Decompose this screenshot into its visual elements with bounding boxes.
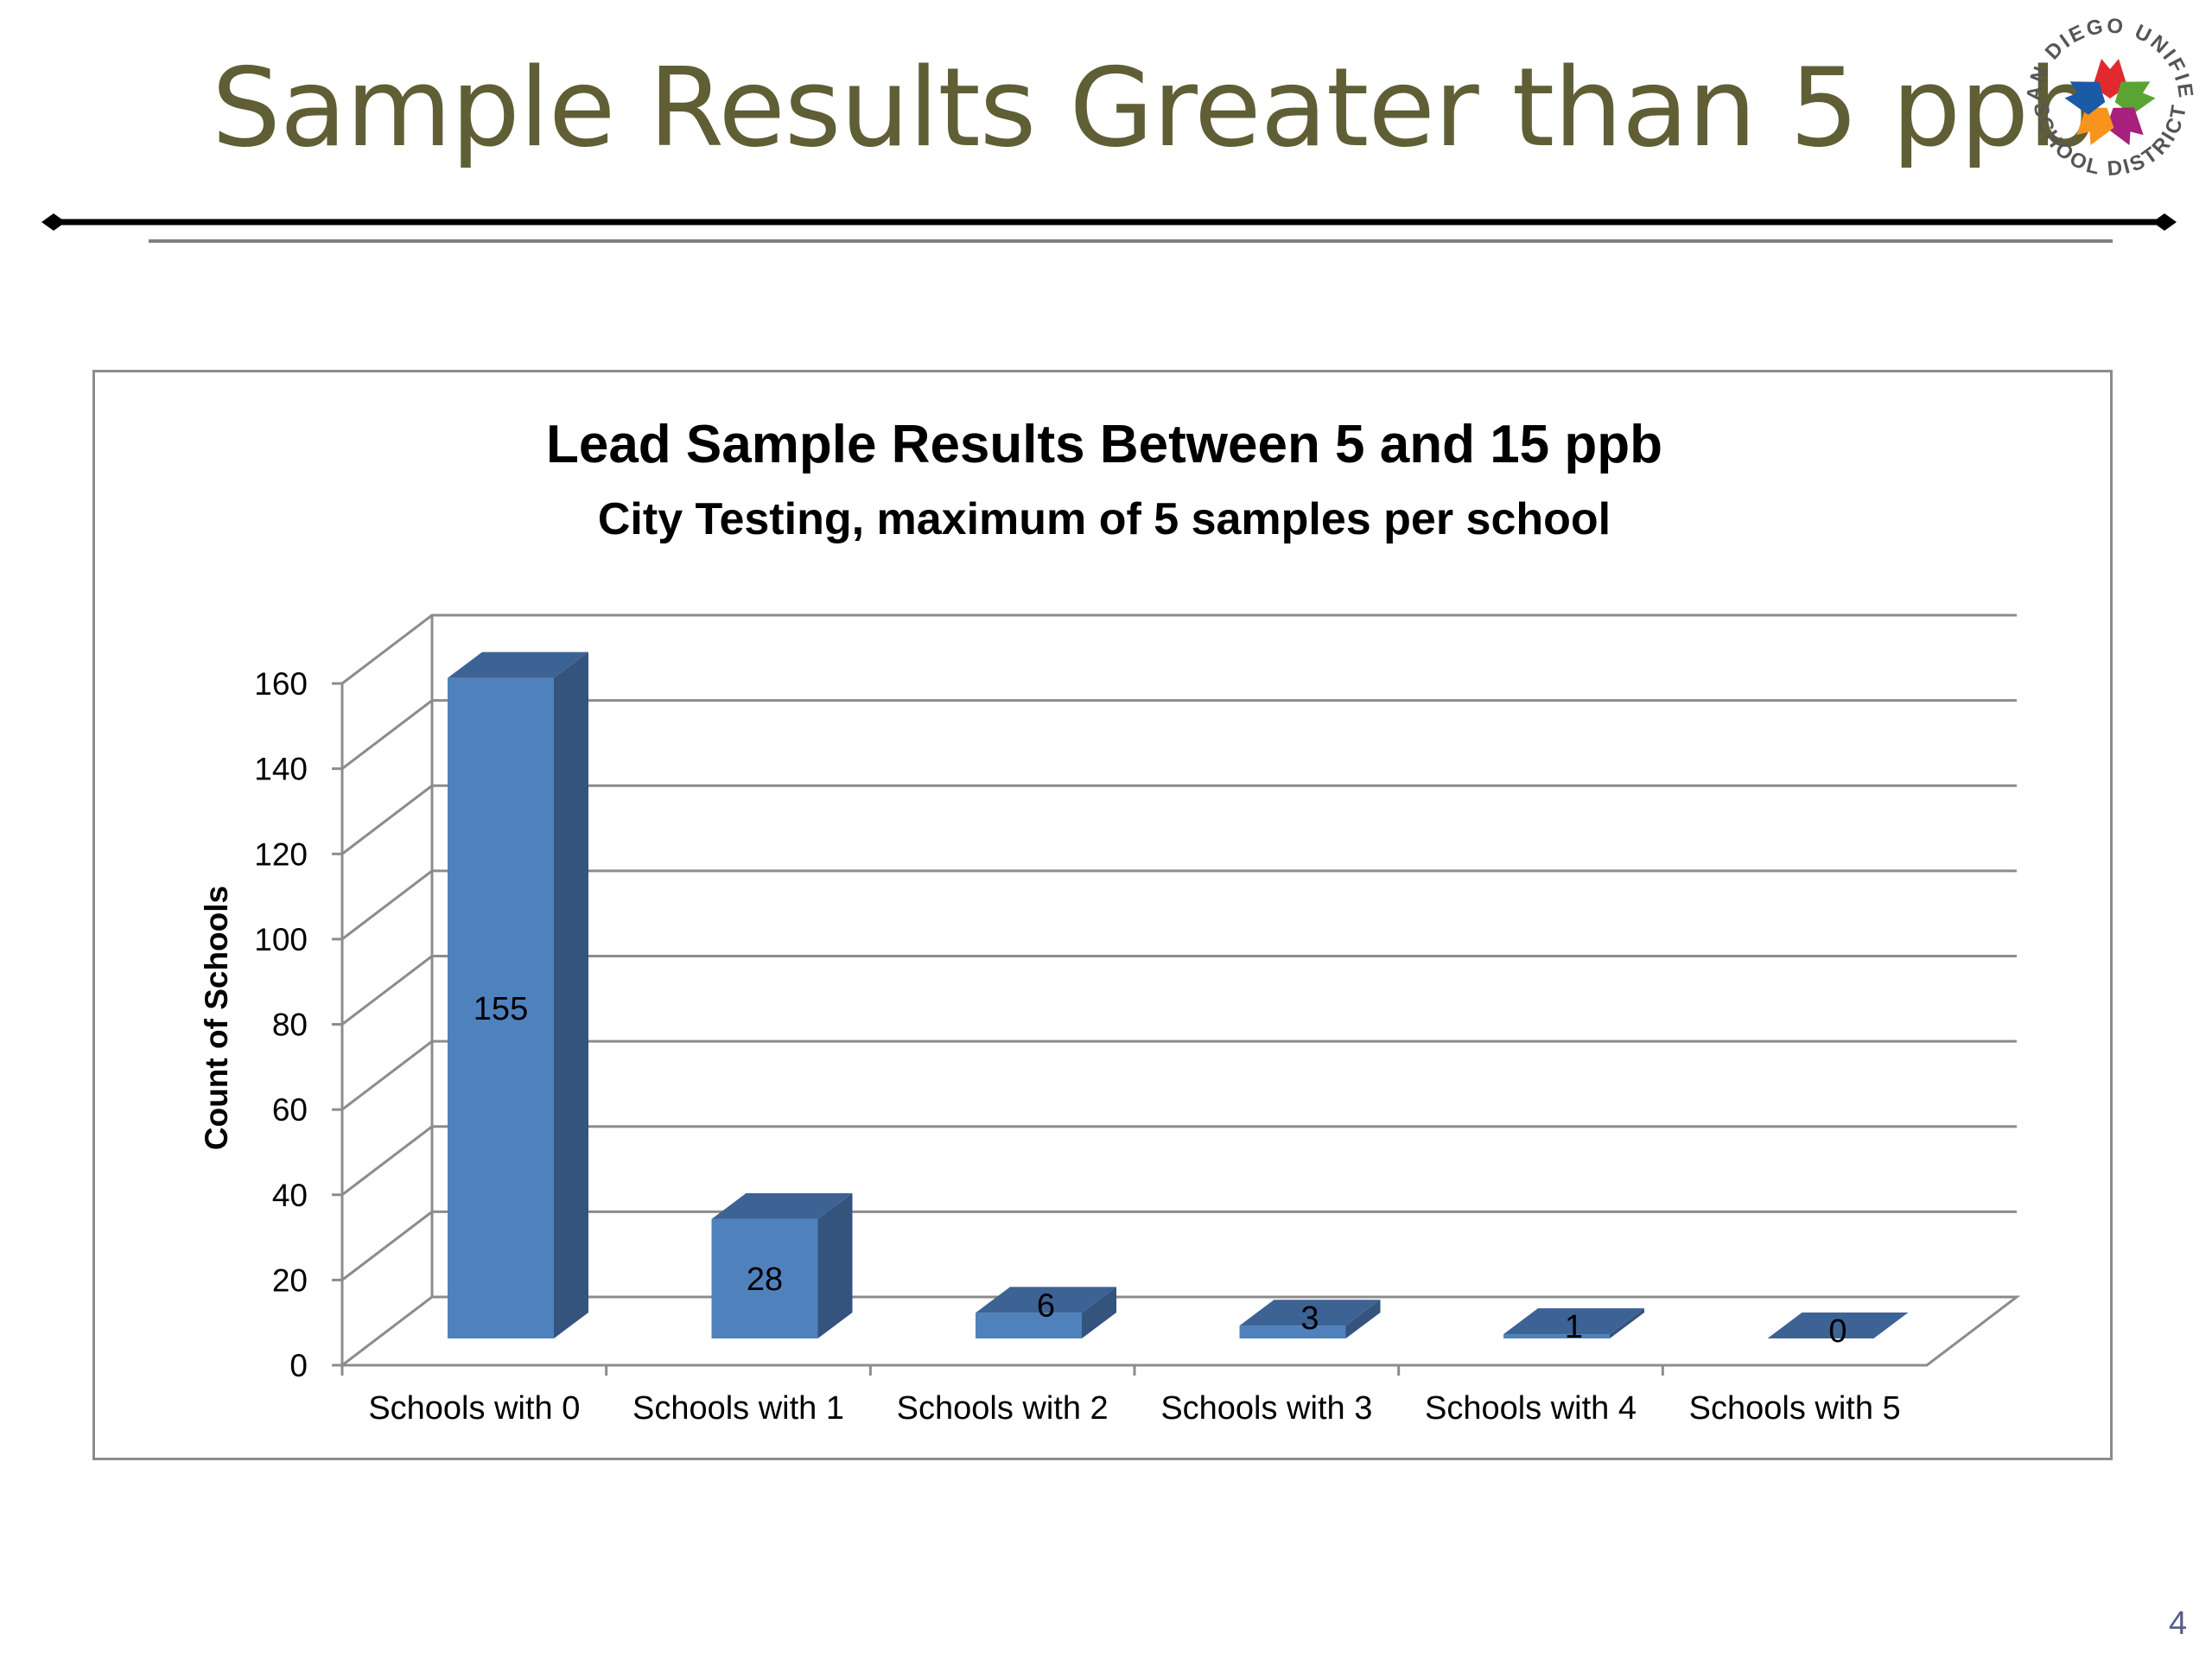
gridline — [341, 784, 2017, 855]
slide-title: Sample Results Greater than 5 ppb — [212, 44, 2097, 171]
data-label: 0 — [1828, 1313, 1847, 1350]
gridline — [341, 1210, 2017, 1281]
page-number: 4 — [2169, 1605, 2188, 1642]
chart-title: Lead Sample Results Between 5 and 15 ppb — [546, 415, 1662, 474]
y-tick-label: 40 — [272, 1178, 308, 1213]
gridline — [341, 1039, 2017, 1111]
bar — [711, 1192, 853, 1338]
bar — [1239, 1300, 1381, 1338]
gridline — [341, 955, 2017, 1026]
chart-floor — [338, 1295, 2021, 1367]
bar — [448, 652, 588, 1338]
y-axis-title: Count of Schools — [199, 886, 234, 1150]
data-label: 3 — [1300, 1300, 1319, 1337]
bar — [1503, 1308, 1644, 1338]
gridline — [341, 699, 2017, 770]
gridline — [341, 613, 2017, 685]
y-tick-label: 60 — [272, 1092, 308, 1128]
y-tick-label: 80 — [272, 1007, 308, 1043]
bar — [976, 1287, 1116, 1338]
chart-frame — [92, 370, 2113, 1460]
y-tick-label: 20 — [272, 1262, 308, 1298]
y-tick-label: 0 — [289, 1348, 308, 1383]
data-label: 1 — [1565, 1309, 1583, 1345]
logo-petal — [2106, 107, 2144, 145]
x-category-label: Schools with 2 — [897, 1390, 1109, 1427]
x-category-label: Schools with 4 — [1425, 1390, 1637, 1427]
x-category-label: Schools with 0 — [368, 1390, 580, 1427]
y-tick-label: 140 — [254, 752, 308, 787]
x-category-label: Schools with 1 — [632, 1390, 844, 1427]
data-label: 155 — [474, 991, 528, 1027]
data-label: 28 — [747, 1262, 783, 1298]
star-icon — [2064, 59, 2156, 145]
y-tick-label: 120 — [254, 836, 308, 872]
logo-petal — [2064, 81, 2106, 115]
gridline — [341, 1125, 2017, 1196]
x-category-label: Schools with 3 — [1160, 1390, 1372, 1427]
data-label: 6 — [1037, 1287, 1055, 1324]
district-logo: SAN DIEGO UNIFIED SCHOOL DISTRICT — [2009, 0, 2195, 181]
x-category-label: Schools with 5 — [1689, 1390, 1901, 1427]
logo-petal — [2076, 107, 2114, 145]
bar — [1767, 1313, 1909, 1338]
title-divider — [41, 213, 2177, 243]
chart-subtitle: City Testing, maximum of 5 samples per s… — [598, 494, 1611, 544]
gridline — [341, 869, 2017, 941]
y-tick-label: 160 — [254, 666, 308, 702]
logo-petal — [2093, 59, 2127, 99]
y-tick-label: 100 — [254, 922, 308, 957]
logo-petal — [2114, 81, 2156, 115]
